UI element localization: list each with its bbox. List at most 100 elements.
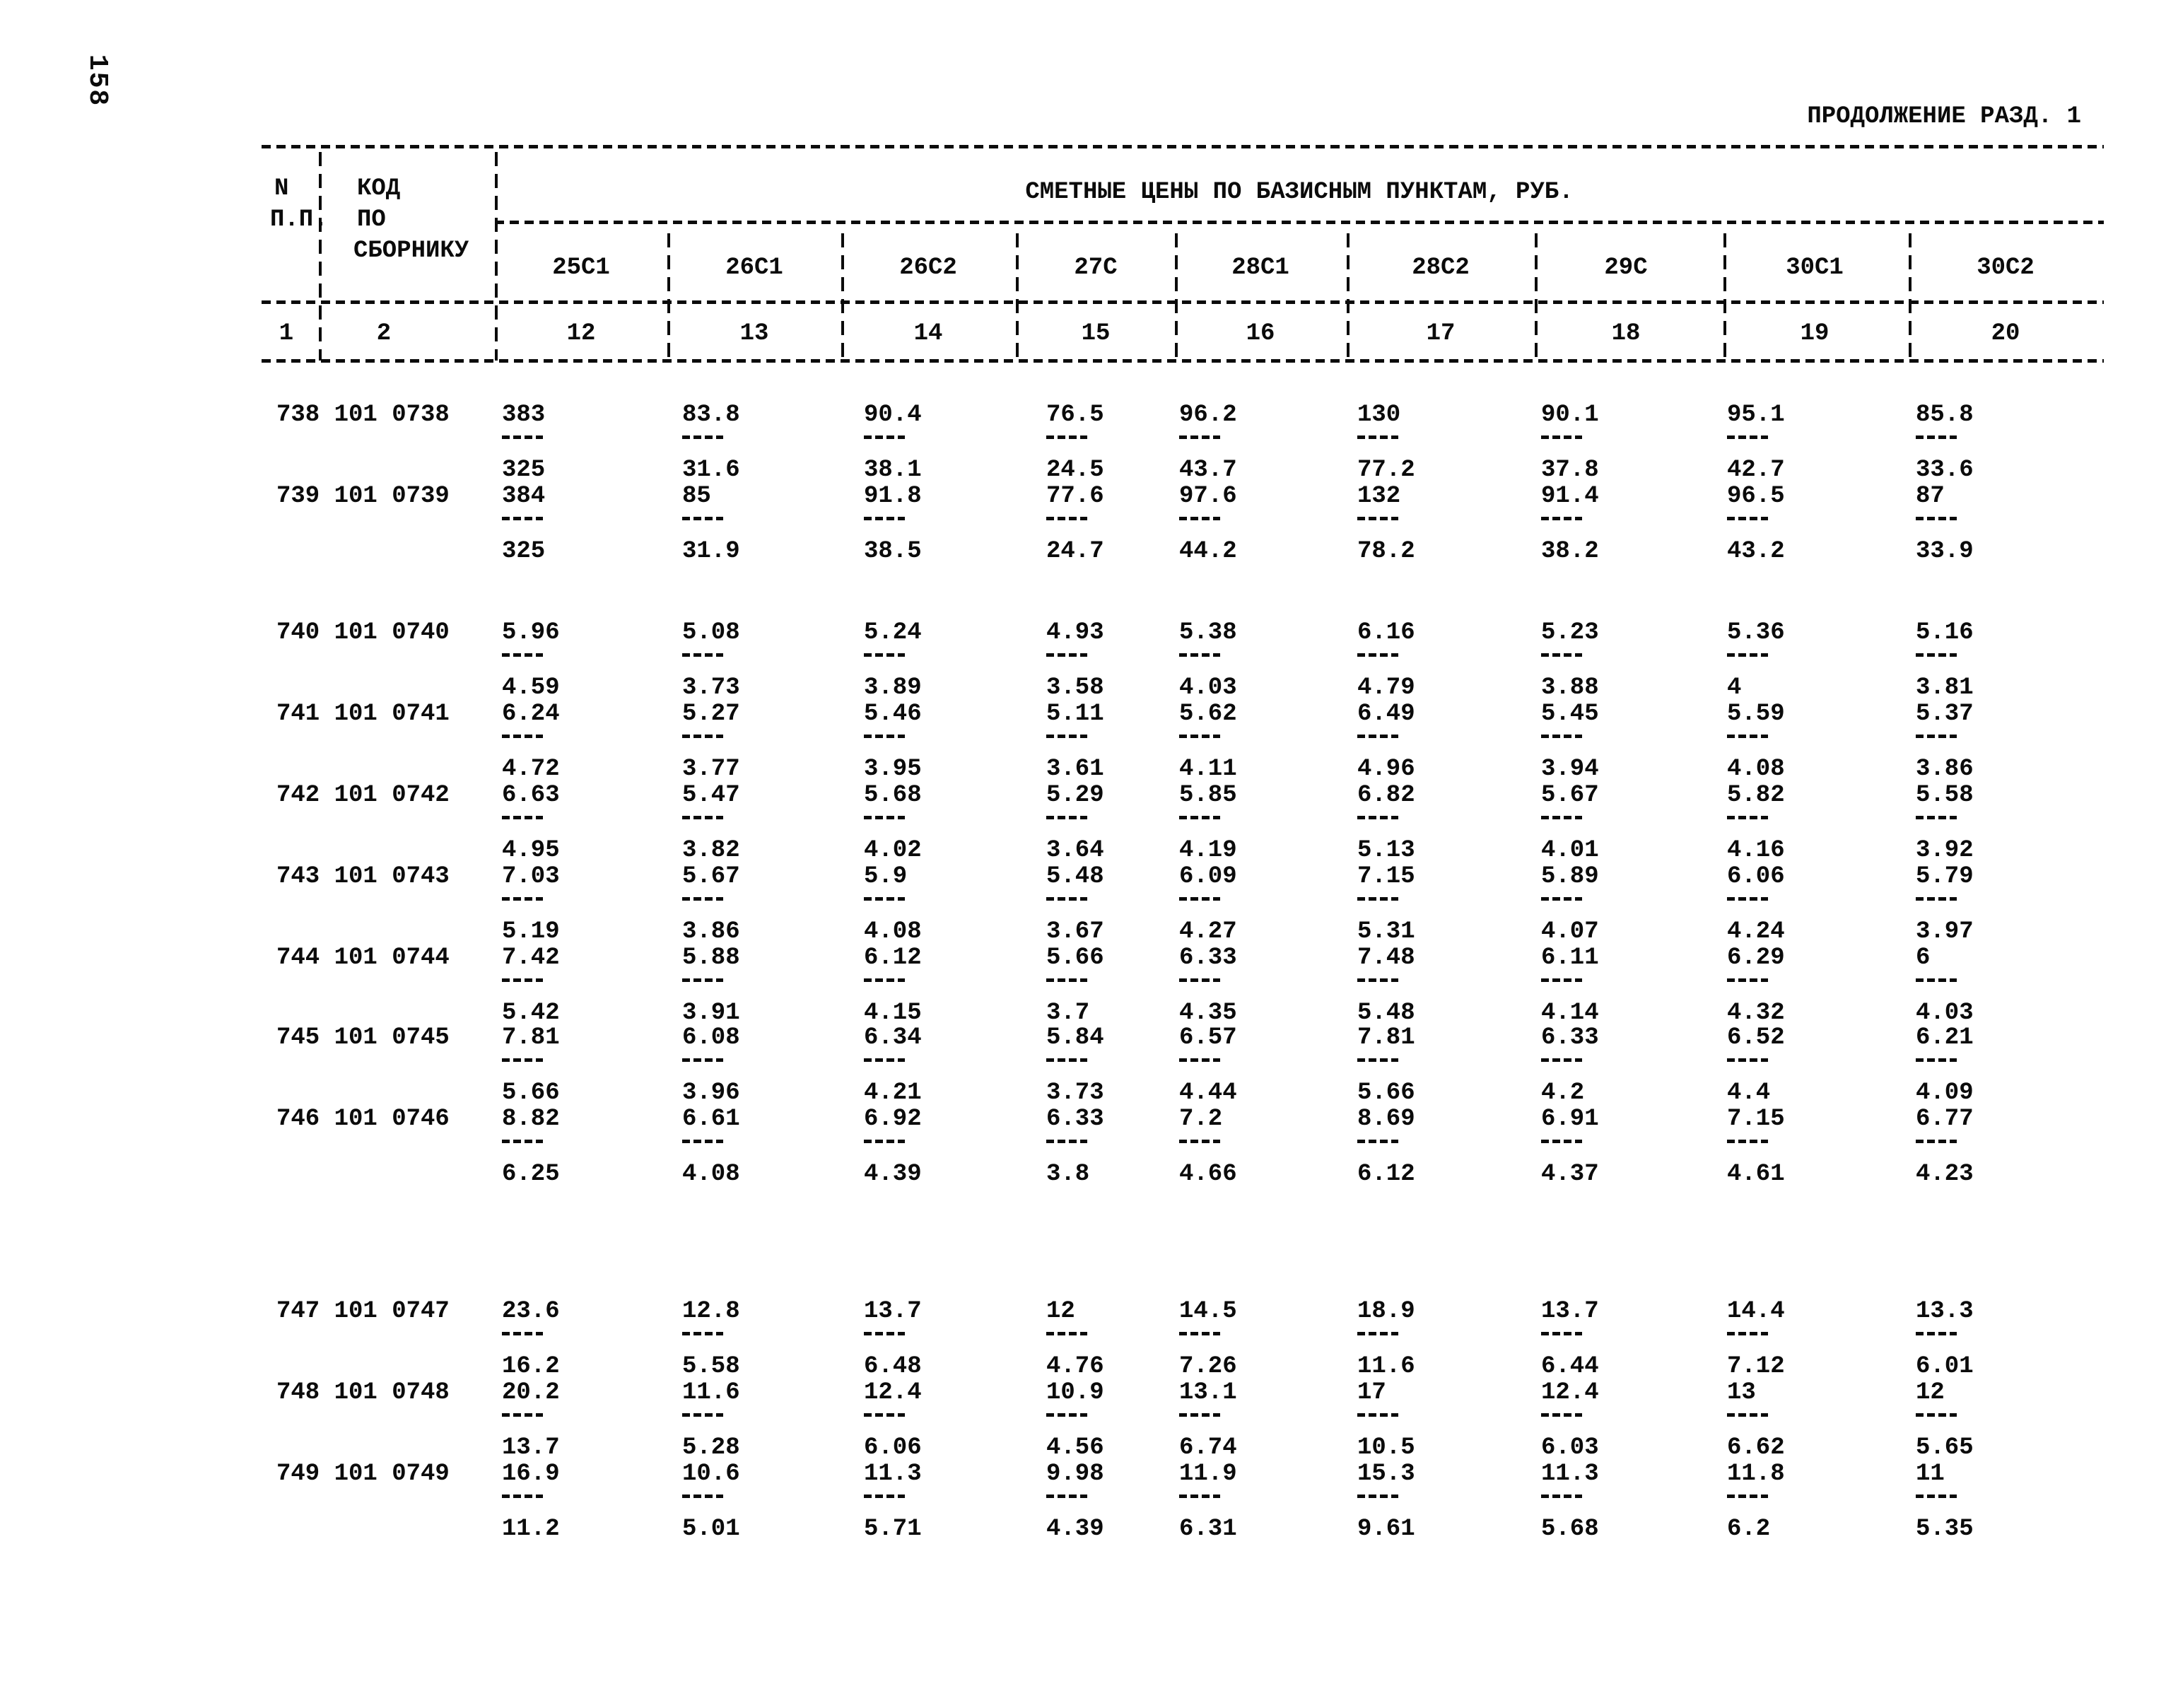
- cell-lower-value: 4.35: [1179, 1000, 1237, 1026]
- cell-upper-value: 5.23: [1541, 619, 1599, 646]
- cell-separator-dash: [1357, 816, 1398, 819]
- cell-lower-value: 4.4: [1727, 1080, 1771, 1106]
- cell-separator-dash: [1727, 1332, 1768, 1335]
- cell-lower-value: 16.2: [502, 1353, 560, 1380]
- column-number: 15: [1081, 320, 1111, 347]
- cell-separator-dash: [1727, 897, 1768, 901]
- cell-lower-value: 5.48: [1357, 1000, 1415, 1026]
- cell-upper-value: 83.8: [682, 402, 740, 428]
- column-number: 14: [913, 320, 943, 347]
- cell-upper-value: 5.85: [1179, 782, 1237, 809]
- cell-lower-value: 6.12: [1357, 1161, 1415, 1188]
- cell-upper-value: 5.37: [1916, 701, 1974, 727]
- cell-lower-value: 6.25: [502, 1161, 560, 1188]
- cell-separator-dash: [1179, 653, 1220, 657]
- cell-lower-value: 3.96: [682, 1080, 740, 1106]
- cell-upper-value: 77.6: [1046, 483, 1104, 510]
- cell-upper-value: 11.3: [864, 1461, 922, 1487]
- cell-lower-value: 3.89: [864, 674, 922, 701]
- cell-separator-dash: [864, 735, 905, 738]
- cell-lower-value: 5.13: [1357, 837, 1415, 864]
- column-header-30С2: 30С2: [1977, 255, 2035, 281]
- cell-upper-value: 7.15: [1727, 1106, 1785, 1133]
- cell-lower-value: 5.65: [1916, 1434, 1974, 1461]
- span-header-divider: [495, 221, 2104, 224]
- cell-upper-value: 20.2: [502, 1379, 560, 1406]
- cell-separator-dash: [502, 517, 543, 520]
- cell-upper-value: 6.49: [1357, 701, 1415, 727]
- cell-upper-value: 6: [1916, 944, 1931, 971]
- cell-separator-dash: [1727, 978, 1768, 982]
- row-code: 742 101 0742: [276, 782, 450, 809]
- cell-separator-dash: [1541, 897, 1582, 901]
- cell-separator-dash: [864, 1494, 905, 1498]
- cell-separator-dash: [502, 1413, 543, 1417]
- cell-separator-dash: [1727, 1494, 1768, 1498]
- cell-lower-value: 5.68: [1541, 1516, 1599, 1543]
- cell-separator-dash: [1179, 816, 1220, 819]
- cell-separator-dash: [1179, 1332, 1220, 1335]
- row-code: 747 101 0747: [276, 1298, 450, 1325]
- cell-separator-dash: [1727, 653, 1768, 657]
- cell-separator-dash: [1541, 816, 1582, 819]
- cell-lower-value: 4.19: [1179, 837, 1237, 864]
- cell-upper-value: 14.4: [1727, 1298, 1785, 1325]
- cell-upper-value: 132: [1357, 483, 1401, 510]
- cell-separator-dash: [1541, 1413, 1582, 1417]
- cell-lower-value: 6.62: [1727, 1434, 1785, 1461]
- cell-lower-value: 38.1: [864, 457, 922, 484]
- cell-upper-value: 6.82: [1357, 782, 1415, 809]
- header-vertical-divider: [1016, 233, 1019, 361]
- cell-separator-dash: [1179, 517, 1220, 520]
- cell-upper-value: 5.82: [1727, 782, 1785, 809]
- cell-lower-value: 4.03: [1916, 1000, 1974, 1026]
- cell-upper-value: 91.4: [1541, 483, 1599, 510]
- column-header-29С: 29С: [1604, 255, 1648, 281]
- cell-lower-value: 38.5: [864, 538, 922, 565]
- cell-lower-value: 3.73: [1046, 1080, 1104, 1106]
- cell-separator-dash: [1916, 735, 1957, 738]
- cell-upper-value: 6.11: [1541, 944, 1599, 971]
- column-header-30С1: 30С1: [1786, 255, 1844, 281]
- cell-upper-value: 12.4: [864, 1379, 922, 1406]
- cell-lower-value: 3.97: [1916, 918, 1974, 945]
- cell-lower-value: 4.02: [864, 837, 922, 864]
- cell-upper-value: 4.93: [1046, 619, 1104, 646]
- cell-separator-dash: [1541, 1058, 1582, 1062]
- cell-separator-dash: [1179, 735, 1220, 738]
- cell-lower-value: 4.08: [682, 1161, 740, 1188]
- cell-upper-value: 6.91: [1541, 1106, 1599, 1133]
- cell-lower-value: 6.06: [864, 1434, 922, 1461]
- cell-separator-dash: [1357, 1140, 1398, 1143]
- cell-upper-value: 5.88: [682, 944, 740, 971]
- cell-separator-dash: [1357, 653, 1398, 657]
- cell-upper-value: 6.06: [1727, 863, 1785, 890]
- cell-lower-value: 9.61: [1357, 1516, 1415, 1543]
- cell-upper-value: 7.03: [502, 863, 560, 890]
- cell-lower-value: 38.2: [1541, 538, 1599, 565]
- column-header-26С1: 26С1: [725, 255, 783, 281]
- cell-lower-value: 43.2: [1727, 538, 1785, 565]
- cell-lower-value: 5.19: [502, 918, 560, 945]
- cell-lower-value: 6.31: [1179, 1516, 1237, 1543]
- cell-upper-value: 6.33: [1046, 1106, 1104, 1133]
- cell-lower-value: 3.8: [1046, 1161, 1090, 1188]
- cell-lower-value: 13.7: [502, 1434, 560, 1461]
- cell-separator-dash: [1179, 1494, 1220, 1498]
- cell-lower-value: 4.79: [1357, 674, 1415, 701]
- cell-upper-value: 6.21: [1916, 1024, 1974, 1051]
- cell-lower-value: 24.7: [1046, 538, 1104, 565]
- cell-lower-value: 44.2: [1179, 538, 1237, 565]
- cell-lower-value: 4.24: [1727, 918, 1785, 945]
- cell-separator-dash: [1727, 1058, 1768, 1062]
- cell-upper-value: 7.81: [1357, 1024, 1415, 1051]
- row-code: 738 101 0738: [276, 402, 450, 428]
- cell-separator-dash: [864, 897, 905, 901]
- column-header-27С: 27С: [1074, 255, 1118, 281]
- cell-lower-value: 3.91: [682, 1000, 740, 1026]
- cell-separator-dash: [864, 517, 905, 520]
- cell-upper-value: 8.82: [502, 1106, 560, 1133]
- cell-upper-value: 5.59: [1727, 701, 1785, 727]
- cell-upper-value: 5.67: [682, 863, 740, 890]
- cell-separator-dash: [1727, 1413, 1768, 1417]
